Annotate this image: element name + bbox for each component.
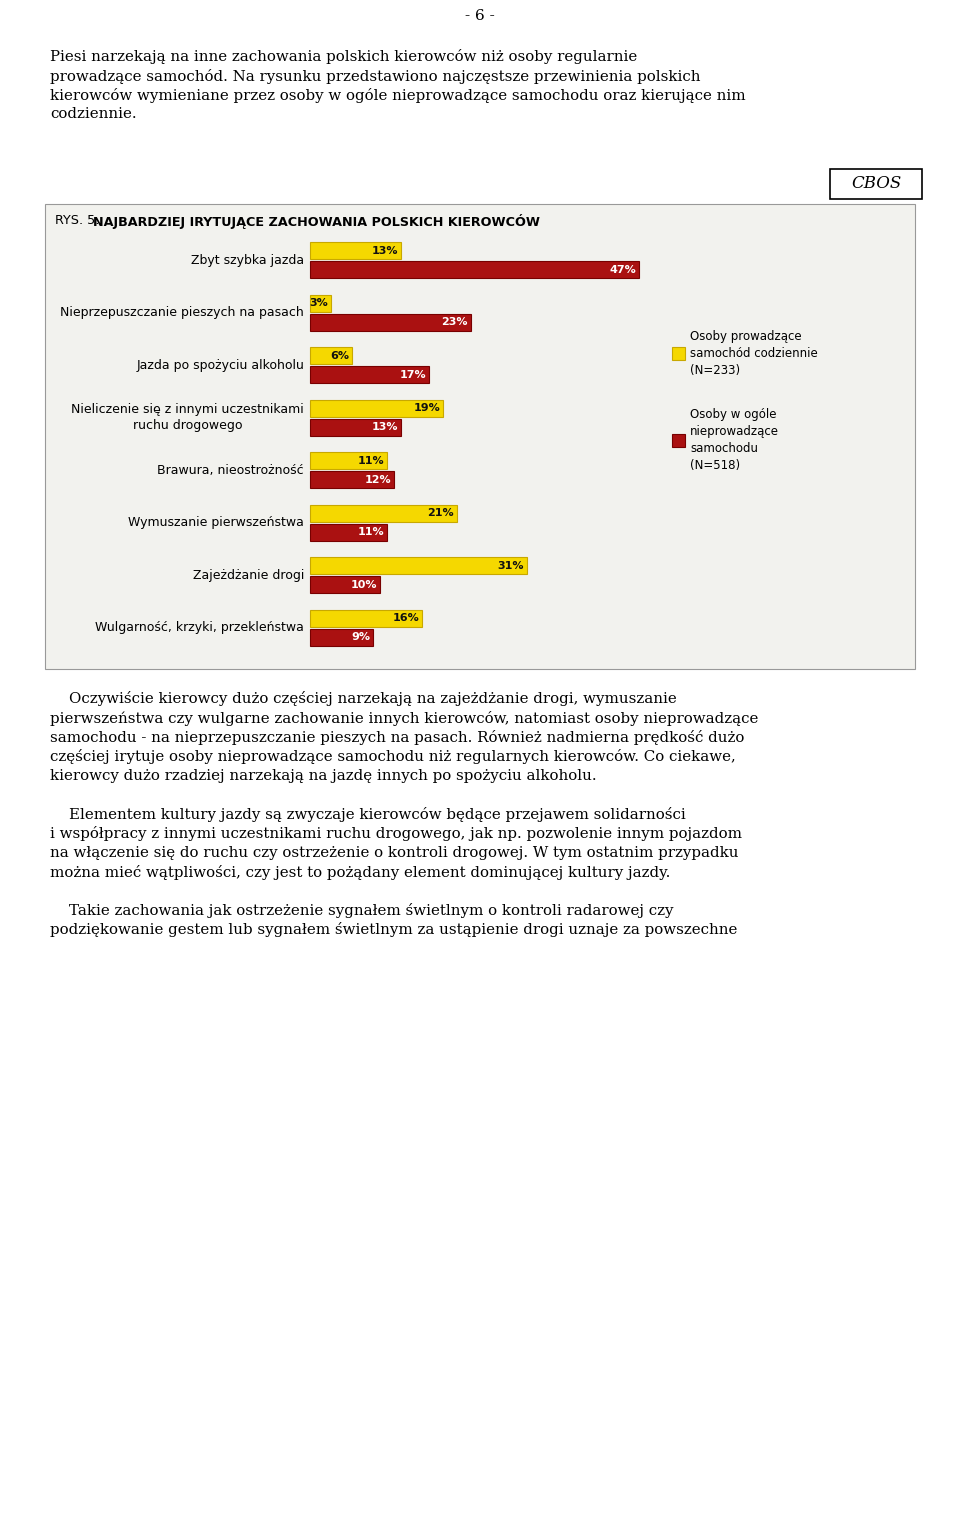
Text: 31%: 31%: [497, 561, 524, 570]
Text: NAJBARDZIEJ IRYTUJĄCE ZACHOWANIA POLSKICH KIEROWCÓW: NAJBARDZIEJ IRYTUJĄCE ZACHOWANIA POLSKIC…: [93, 214, 540, 229]
Text: Brawura, nieostrożność: Brawura, nieostrożność: [157, 463, 304, 477]
Text: i współpracy z innymi uczestnikami ruchu drogowego, jak np. pozwolenie innym poj: i współpracy z innymi uczestnikami ruchu…: [50, 826, 742, 841]
Text: Osoby w ogóle
nieprowadzące
samochodu
(N=518): Osoby w ogóle nieprowadzące samochodu (N…: [690, 408, 779, 472]
Text: codziennie.: codziennie.: [50, 107, 136, 121]
Bar: [310, 419, 401, 436]
Text: 12%: 12%: [365, 474, 391, 485]
Text: Nieprzepuszczanie pieszych na pasach: Nieprzepuszczanie pieszych na pasach: [60, 306, 304, 320]
Text: 19%: 19%: [413, 404, 440, 413]
Bar: [830, 170, 922, 199]
Bar: [310, 399, 443, 417]
Bar: [310, 628, 373, 645]
Text: podziękowanie gestem lub sygnałem świetlnym za ustąpienie drogi uznaje za powsze: podziękowanie gestem lub sygnałem świetl…: [50, 922, 737, 937]
Text: 6%: 6%: [330, 350, 349, 361]
Text: pierwszeństwa czy wulgarne zachowanie innych kierowców, natomiast osoby nieprowa: pierwszeństwa czy wulgarne zachowanie in…: [50, 711, 758, 725]
Text: Wulgarność, krzyki, przekleństwa: Wulgarność, krzyki, przekleństwa: [95, 621, 304, 635]
Text: 13%: 13%: [372, 246, 398, 255]
Text: RYS. 5.: RYS. 5.: [55, 214, 104, 226]
Bar: [310, 242, 401, 260]
Text: kierowcy dużo rzadziej narzekają na jazdę innych po spożyciu alkoholu.: kierowcy dużo rzadziej narzekają na jazd…: [50, 769, 596, 783]
Text: Jazda po spożyciu alkoholu: Jazda po spożyciu alkoholu: [136, 359, 304, 372]
Bar: [310, 576, 380, 593]
Bar: [310, 453, 387, 469]
Bar: [672, 434, 685, 446]
Text: Takie zachowania jak ostrzeżenie sygnałem świetlnym o kontroli radarowej czy: Takie zachowania jak ostrzeżenie sygnałe…: [50, 902, 674, 917]
Text: na włączenie się do ruchu czy ostrzeżenie o kontroli drogowej. W tym ostatnim pr: na włączenie się do ruchu czy ostrzeżeni…: [50, 846, 738, 859]
Text: 3%: 3%: [309, 298, 328, 309]
Bar: [672, 347, 685, 359]
Text: kierowców wymieniane przez osoby w ogóle nieprowadzące samochodu oraz kierujące : kierowców wymieniane przez osoby w ogóle…: [50, 89, 746, 102]
Text: 47%: 47%: [610, 265, 636, 275]
Text: CBOS: CBOS: [851, 176, 901, 193]
Text: 21%: 21%: [427, 508, 454, 518]
Text: 9%: 9%: [351, 633, 370, 642]
Text: samochodu - na nieprzepuszczanie pieszych na pasach. Również nadmierna prędkość : samochodu - na nieprzepuszczanie pieszyc…: [50, 729, 744, 745]
Bar: [45, 203, 915, 670]
Text: 16%: 16%: [393, 613, 419, 624]
Text: można mieć wątpliwości, czy jest to pożądany element dominującej kultury jazdy.: można mieć wątpliwości, czy jest to pożą…: [50, 865, 670, 881]
Text: częściej irytuje osoby nieprowadzące samochodu niż regularnych kierowców. Co cie: częściej irytuje osoby nieprowadzące sam…: [50, 749, 735, 764]
Text: Piesi narzekają na inne zachowania polskich kierowców niż osoby regularnie: Piesi narzekają na inne zachowania polsk…: [50, 49, 637, 64]
Text: Osoby prowadzące
samochód codziennie
(N=233): Osoby prowadzące samochód codziennie (N=…: [690, 330, 818, 378]
Bar: [310, 313, 471, 330]
Text: Oczywiście kierowcy dużo częściej narzekają na zajeżdżanie drogi, wymuszanie: Oczywiście kierowcy dużo częściej narzek…: [50, 691, 677, 706]
Text: Nieliczenie się z innymi uczestnikami
ruchu drogowego: Nieliczenie się z innymi uczestnikami ru…: [71, 404, 304, 433]
Bar: [310, 367, 429, 384]
Bar: [310, 505, 457, 521]
Bar: [310, 557, 527, 575]
Text: - 6 -: - 6 -: [466, 9, 494, 23]
Bar: [310, 524, 387, 541]
Text: Zbyt szybka jazda: Zbyt szybka jazda: [191, 254, 304, 266]
Bar: [310, 610, 422, 627]
Bar: [310, 347, 352, 364]
Text: 17%: 17%: [399, 370, 426, 379]
Text: 23%: 23%: [442, 317, 468, 327]
Text: 11%: 11%: [357, 528, 384, 537]
Text: Wymuszanie pierwszeństwa: Wymuszanie pierwszeństwa: [128, 517, 304, 529]
Bar: [310, 295, 331, 312]
Bar: [310, 261, 639, 278]
Text: Zajeżdżanie drogi: Zajeżdżanie drogi: [193, 569, 304, 581]
Text: Elementem kultury jazdy są zwyczaje kierowców będące przejawem solidarności: Elementem kultury jazdy są zwyczaje kier…: [50, 806, 685, 821]
Text: prowadzące samochód. Na rysunku przedstawiono najczęstsze przewinienia polskich: prowadzące samochód. Na rysunku przedsta…: [50, 69, 701, 84]
Text: 13%: 13%: [372, 422, 398, 433]
Text: 11%: 11%: [357, 456, 384, 466]
Bar: [310, 471, 394, 488]
Text: 10%: 10%: [350, 579, 377, 590]
